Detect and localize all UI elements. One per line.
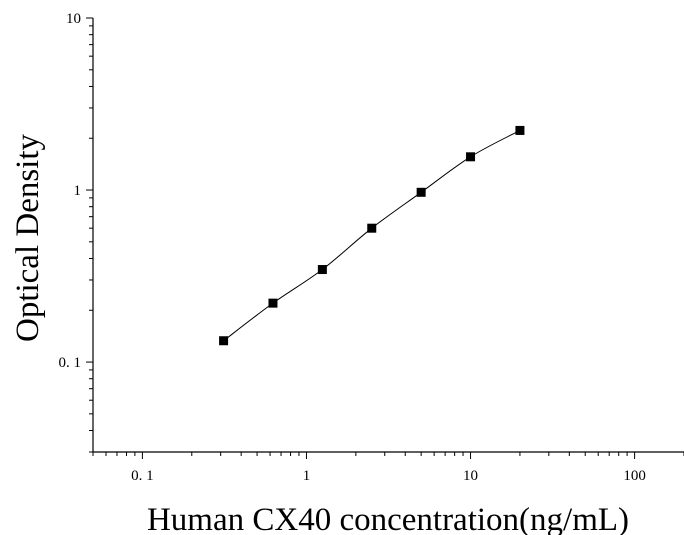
x-tick-label: 100 [623,468,646,484]
data-points [219,125,525,346]
tick-labels: 0. 1 1 10 100 0. 1 1 10 [59,11,646,484]
y-tick-label: 1 [74,183,82,199]
fit-curve-line [223,129,521,342]
data-point [515,125,525,135]
data-point [416,187,426,197]
data-point [219,336,229,346]
x-tick-label: 0. 1 [131,468,154,484]
data-point [466,152,476,162]
data-point [367,223,377,233]
y-tick-label: 10 [66,11,81,27]
x-tick-label: 10 [463,468,478,484]
x-axis-title: Human CX40 concentration(ng/mL) [147,502,629,535]
y-axis-title: Optical Density [10,133,46,342]
x-tick-label: 1 [303,468,311,484]
y-tick-label: 0. 1 [59,355,82,371]
axes [86,17,684,459]
data-point [268,298,278,308]
data-point [317,265,327,275]
fit-curve [223,129,521,342]
